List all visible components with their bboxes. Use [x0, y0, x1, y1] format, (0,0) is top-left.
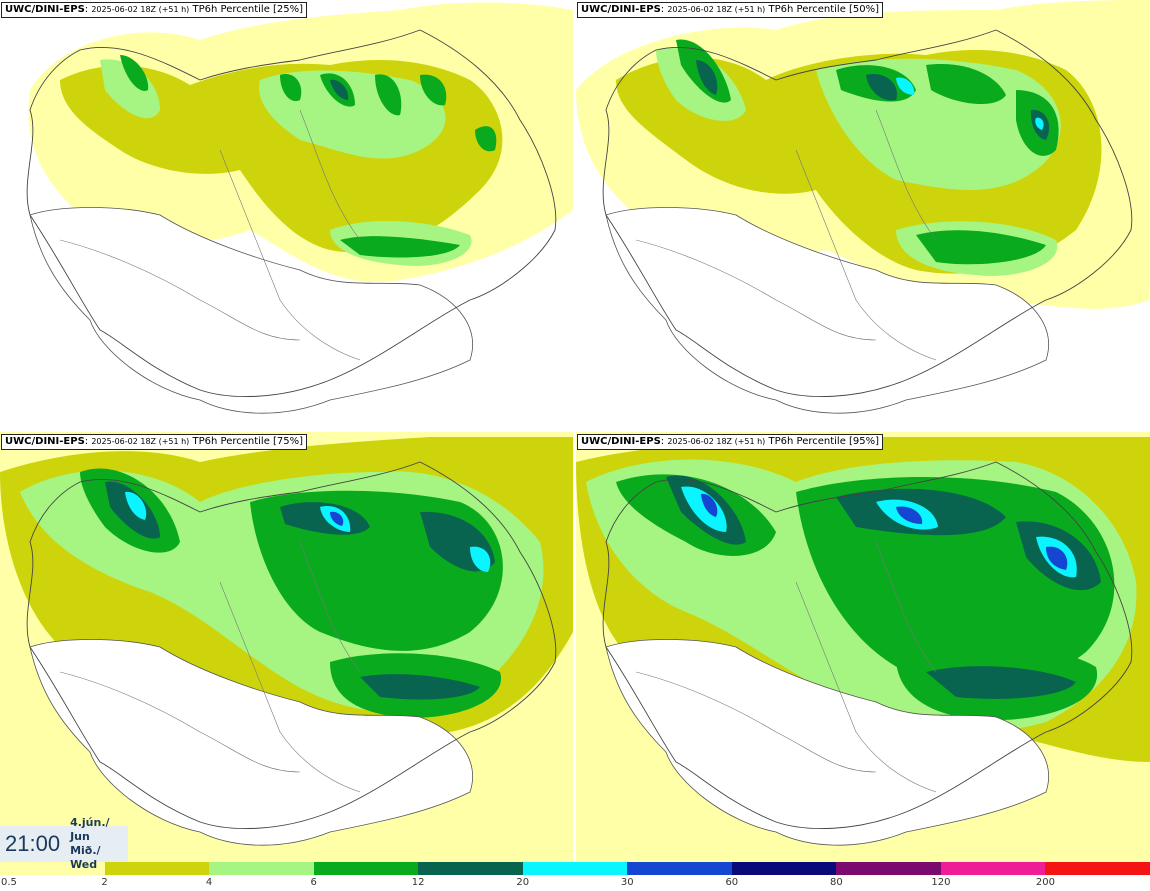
legend-label: 120 — [931, 877, 951, 888]
legend-label: 2 — [101, 877, 108, 888]
legend-swatch — [1045, 862, 1150, 875]
model-name: UWC/DINI-EPS — [581, 436, 661, 447]
legend-swatch — [522, 862, 628, 875]
model-name: UWC/DINI-EPS — [581, 4, 661, 15]
legend-label: 12 — [411, 877, 425, 888]
map-panel-p95: UWC/DINI-EPS: 2025-06-02 18Z (+51 h) TP6… — [576, 432, 1150, 862]
legend-swatch — [627, 862, 732, 875]
run-info: 2025-06-02 18Z (+51 h) — [667, 437, 766, 446]
valid-day-line: Mið./ Wed — [70, 844, 101, 871]
color-scale-legend: 0.5 2 4 6 12 20 30 60 80 120 200 — [0, 862, 1150, 891]
legend-label: 60 — [725, 877, 739, 888]
legend-swatch — [0, 862, 105, 875]
panel-title: UWC/DINI-EPS: 2025-06-02 18Z (+51 h) TP6… — [1, 434, 308, 450]
legend-swatch — [313, 862, 419, 875]
legend-swatch — [104, 862, 210, 875]
color-scale-bar — [0, 862, 1150, 875]
legend-label: 30 — [620, 877, 634, 888]
legend-label: 20 — [516, 877, 530, 888]
model-name: UWC/DINI-EPS — [5, 4, 85, 15]
legend-label: 4 — [205, 877, 213, 888]
legend-swatch — [418, 862, 523, 875]
valid-time-box: 21:00 4.jún./ Jun Mið./ Wed — [0, 816, 128, 871]
map-panel-p75: UWC/DINI-EPS: 2025-06-02 18Z (+51 h) TP6… — [0, 432, 573, 862]
precip-map — [0, 432, 573, 862]
legend-label: 200 — [1035, 877, 1055, 888]
panel-title: UWC/DINI-EPS: 2025-06-02 18Z (+51 h) TP6… — [577, 2, 884, 18]
valid-date-line: 4.jún./ Jun — [70, 816, 110, 843]
run-info: 2025-06-02 18Z (+51 h) — [91, 5, 190, 14]
model-name: UWC/DINI-EPS — [5, 436, 85, 447]
legend-swatch — [209, 862, 314, 875]
legend-label: 80 — [829, 877, 843, 888]
field-name: TP6h Percentile [75%] — [192, 436, 304, 447]
field-name: TP6h Percentile [95%] — [768, 436, 880, 447]
panel-title: UWC/DINI-EPS: 2025-06-02 18Z (+51 h) TP6… — [1, 2, 308, 18]
precip-map — [26, 2, 573, 414]
legend-swatch — [836, 862, 941, 875]
run-info: 2025-06-02 18Z (+51 h) — [667, 5, 766, 14]
precip-map — [576, 432, 1150, 862]
run-info: 2025-06-02 18Z (+51 h) — [91, 437, 190, 446]
panel-title: UWC/DINI-EPS: 2025-06-02 18Z (+51 h) TP6… — [577, 434, 884, 450]
valid-time: 21:00 — [5, 831, 61, 856]
field-name: TP6h Percentile [50%] — [768, 4, 880, 15]
panel-divider-horizontal — [0, 428, 1150, 432]
legend-label: 6 — [310, 877, 317, 888]
map-panel-p50: UWC/DINI-EPS: 2025-06-02 18Z (+51 h) TP6… — [576, 0, 1149, 428]
legend-label: 0.5 — [1, 877, 17, 888]
legend-swatch — [731, 862, 837, 875]
precip-map — [576, 0, 1149, 414]
legend-swatch — [940, 862, 1046, 875]
valid-date: 4.jún./ Jun Mið./ Wed — [70, 816, 128, 872]
field-name: TP6h Percentile [25%] — [192, 4, 304, 15]
map-panel-p25: UWC/DINI-EPS: 2025-06-02 18Z (+51 h) TP6… — [0, 0, 573, 428]
